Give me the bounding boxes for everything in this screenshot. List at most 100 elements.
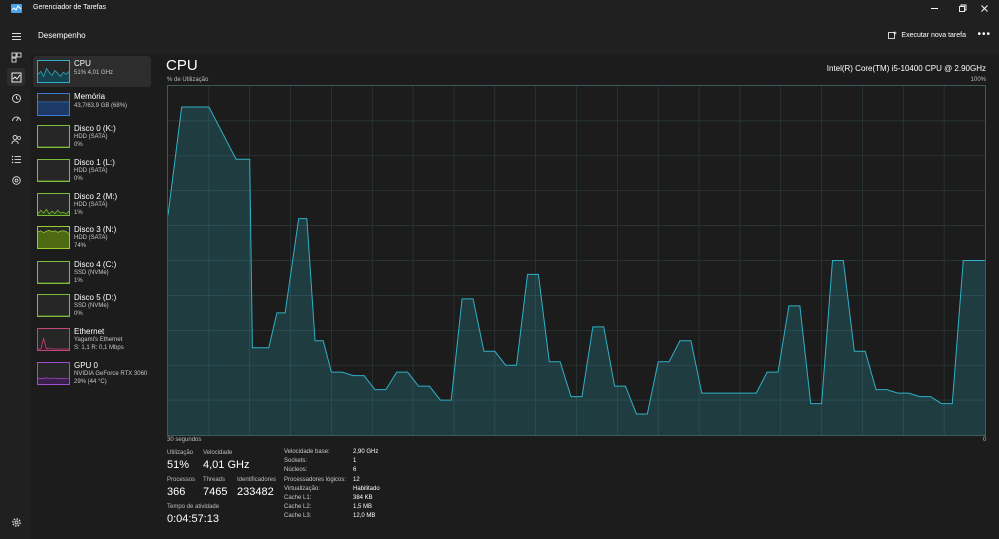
spec-value: 384 KB bbox=[353, 495, 373, 501]
device-sparkline bbox=[38, 315, 69, 316]
device-sparkline bbox=[38, 146, 69, 147]
spec-label: Velocidade base: bbox=[284, 449, 330, 455]
device-list: CPU 51% 4,01 GHz Memória 43,7/63,9 GB (68%)… bbox=[31, 55, 151, 539]
spec-value: 1 bbox=[353, 458, 357, 465]
device-usage: 1% bbox=[74, 210, 83, 216]
spec-value: 12 bbox=[353, 476, 360, 483]
run-new-task-button[interactable]: Executar nova tarefa bbox=[888, 31, 966, 40]
spec-value: Habilitado bbox=[353, 485, 380, 492]
device-sparkline bbox=[38, 208, 69, 215]
hamburger-icon bbox=[11, 32, 21, 40]
nav-settings[interactable] bbox=[7, 513, 25, 531]
spec-label: Núcleos: bbox=[284, 467, 308, 474]
spec-label: Cache L3: bbox=[284, 513, 312, 520]
processes-value: 366 bbox=[167, 486, 186, 498]
device-name: Disco 0 (K:) bbox=[74, 124, 116, 133]
utilization-label: Utilização bbox=[167, 450, 194, 456]
nav-services[interactable] bbox=[7, 171, 25, 189]
device-name: Disco 3 (N:) bbox=[74, 225, 117, 234]
processes-icon bbox=[11, 52, 21, 62]
device-usage: 0% bbox=[74, 311, 83, 317]
navigation-rail bbox=[0, 17, 31, 539]
device-detail: 43,7/63,9 GB (68%) bbox=[74, 103, 128, 109]
nav-startup-apps[interactable] bbox=[7, 109, 25, 127]
time-axis-left: 30 segundos bbox=[167, 437, 202, 443]
history-icon bbox=[11, 93, 21, 103]
spec-value: 12,0 MB bbox=[353, 513, 376, 520]
cpu-title: CPU bbox=[166, 57, 198, 74]
device-name: Ethernet bbox=[74, 327, 105, 336]
more-options-button[interactable]: ••• bbox=[977, 29, 991, 40]
device-item-disco-4-c[interactable]: Disco 4 (C:) SSD (NVMe) 1% bbox=[33, 257, 151, 288]
device-name: GPU 0 bbox=[74, 361, 99, 370]
utilization-axis-max: 100% bbox=[970, 77, 986, 83]
device-usage: S: 1,1 R: 0,1 Mbps bbox=[74, 345, 124, 351]
nav-details[interactable] bbox=[7, 150, 25, 168]
spec-value: 2,90 GHz bbox=[353, 449, 379, 455]
page-header: Desempenho Executar nova tarefa ••• bbox=[31, 17, 999, 55]
device-sparkline bbox=[38, 377, 69, 384]
nav-processes[interactable] bbox=[7, 48, 25, 66]
details-list-icon bbox=[11, 155, 21, 163]
title-bar: Gerenciador de Tarefas bbox=[0, 0, 999, 17]
speed-label: Velocidade bbox=[203, 450, 233, 456]
processes-label: Processos bbox=[167, 477, 196, 483]
device-item-cpu[interactable]: CPU 51% 4,01 GHz bbox=[33, 56, 151, 87]
performance-panel: CPU 51% 4,01 GHz Memória 43,7/63,9 GB (68%)… bbox=[31, 55, 999, 539]
maximize-button[interactable] bbox=[947, 0, 977, 17]
restore-icon bbox=[958, 4, 966, 12]
device-item-disco-1-l[interactable]: Disco 1 (L:) HDD (SATA) 0% bbox=[33, 155, 151, 186]
cpu-usage-area bbox=[168, 106, 985, 435]
device-item-mem-ria[interactable]: Memória 43,7/63,9 GB (68%) bbox=[33, 89, 151, 120]
device-detail: HDD (SATA) bbox=[74, 235, 108, 241]
services-icon bbox=[11, 175, 21, 185]
device-sparkline bbox=[38, 337, 69, 350]
uptime-value: 0:04:57:13 bbox=[167, 513, 219, 525]
device-detail: SSD (NVMe) bbox=[74, 270, 109, 276]
cpu-usage-line bbox=[168, 106, 985, 415]
device-item-ethernet[interactable]: Ethernet Yagami's Ethernet S: 1,1 R: 0,1 M… bbox=[33, 324, 151, 355]
minimize-button[interactable] bbox=[919, 0, 949, 17]
device-name: Memória bbox=[74, 92, 106, 101]
run-new-task-label: Executar nova tarefa bbox=[901, 32, 966, 39]
device-sparkline bbox=[38, 282, 69, 283]
cpu-model: Intel(R) Core(TM) i5-10400 CPU @ 2.90GHz bbox=[826, 64, 986, 73]
device-thumbnail-graph bbox=[37, 60, 70, 83]
handles-value: 233482 bbox=[237, 486, 274, 498]
close-button[interactable] bbox=[969, 0, 999, 17]
device-item-disco-2-m[interactable]: Disco 2 (M:) HDD (SATA) 1% bbox=[33, 189, 151, 220]
device-thumbnail-graph bbox=[37, 125, 70, 148]
device-item-disco-5-d[interactable]: Disco 5 (D:) SSD (NVMe) 0% bbox=[33, 290, 151, 321]
users-icon bbox=[10, 134, 21, 144]
utilization-axis-label: % de Utilização bbox=[167, 77, 209, 83]
spec-label: Sockets: bbox=[284, 458, 308, 465]
window-title: Gerenciador de Tarefas bbox=[33, 4, 107, 11]
spec-value: 6 bbox=[353, 467, 357, 474]
device-thumbnail-graph bbox=[37, 294, 70, 317]
device-item-gpu-0[interactable]: GPU 0 NVIDIA GeForce RTX 3060 29% (44 °C) bbox=[33, 358, 151, 389]
nav-app-history[interactable] bbox=[7, 89, 25, 107]
cpu-utilization-graph bbox=[167, 85, 986, 436]
device-detail: 51% 4,01 GHz bbox=[74, 70, 114, 76]
device-thumbnail-graph bbox=[37, 159, 70, 182]
spec-label: Virtualização: bbox=[284, 485, 320, 492]
threads-label: Threads bbox=[203, 477, 226, 483]
device-usage: 0% bbox=[74, 142, 83, 148]
device-thumbnail-graph bbox=[37, 193, 70, 216]
device-sparkline bbox=[38, 67, 69, 82]
cpu-graph-svg bbox=[168, 86, 985, 435]
uptime-label: Tempo de atividade bbox=[167, 504, 220, 510]
device-detail: HDD (SATA) bbox=[74, 202, 108, 208]
device-thumbnail-graph bbox=[37, 261, 70, 284]
menu-button[interactable] bbox=[7, 27, 25, 45]
device-thumbnail-graph bbox=[37, 93, 70, 116]
handles-label: Identificadores bbox=[237, 477, 277, 483]
nav-performance[interactable] bbox=[7, 68, 25, 86]
device-item-disco-0-k[interactable]: Disco 0 (K:) HDD (SATA) 0% bbox=[33, 121, 151, 152]
gear-icon bbox=[11, 517, 21, 527]
utilization-value: 51% bbox=[167, 459, 190, 471]
nav-users[interactable] bbox=[7, 130, 25, 148]
device-item-disco-3-n[interactable]: Disco 3 (N:) HDD (SATA) 74% bbox=[33, 222, 151, 253]
device-thumbnail-graph bbox=[37, 362, 70, 385]
device-detail: HDD (SATA) bbox=[74, 168, 108, 174]
